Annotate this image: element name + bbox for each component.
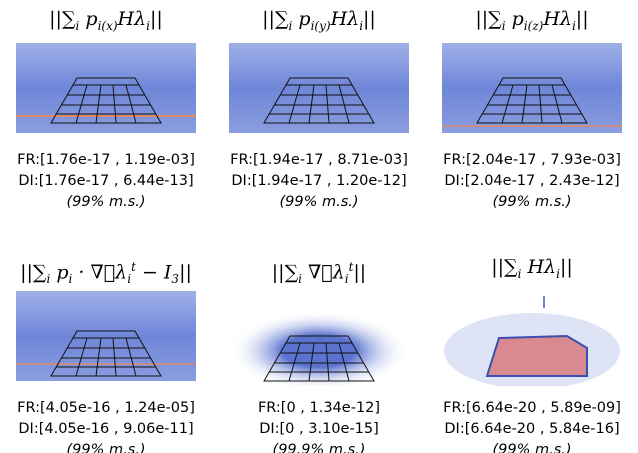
panel: ||∑i ∇⃗λit|| FR:[0 , 1.34e-12]DI:[0 , 3.…	[213, 252, 425, 453]
volume-image	[437, 38, 627, 138]
di-text: DI:[2.04e-17 , 2.43e-12]	[426, 171, 638, 192]
di-text: DI:[0 , 3.10e-15]	[213, 419, 425, 440]
volume-image	[224, 38, 414, 138]
title-part: p	[50, 261, 68, 283]
title-part: i	[127, 272, 131, 286]
title-part: i(x)	[98, 19, 118, 33]
note-text: (99% m.s.)	[213, 192, 425, 213]
panel-title: ||∑i ∇⃗λit||	[213, 252, 425, 282]
title-part: Hλ	[118, 8, 147, 30]
title-part: i(z)	[524, 19, 544, 33]
volume-image	[11, 286, 201, 386]
panel-title: ||∑i Hλi||	[426, 252, 638, 282]
di-text: DI:[1.76e-17 , 6.44e-13]	[0, 171, 212, 192]
panel: ||∑i pi(x)Hλi|| FR:[1.76e-17 , 1.19e-03]…	[0, 4, 212, 213]
title-part: ||	[353, 261, 366, 283]
title-part: ||∑	[49, 8, 75, 30]
title-part: ||	[179, 261, 192, 283]
note-text: (99.9% m.s.)	[213, 440, 425, 453]
title-part: Hλ	[521, 256, 556, 278]
panel-title: ||∑i pi · ∇⃗λit − I3||	[0, 252, 212, 282]
title-part: ||	[363, 8, 376, 30]
title-part: i	[345, 272, 349, 286]
fr-text: FR:[1.76e-17 , 1.19e-03]	[0, 150, 212, 171]
panel: ||∑i pi(z)Hλi|| FR:[2.04e-17 , 7.93e-03]…	[426, 4, 638, 213]
volume-image	[224, 286, 414, 386]
fr-text: FR:[2.04e-17 , 7.93e-03]	[426, 150, 638, 171]
panel-title: ||∑i pi(z)Hλi||	[426, 4, 638, 34]
title-part: ||	[560, 256, 573, 278]
panel: ||∑i pi · ∇⃗λit − I3|| FR:[4.05e-16 , 1.…	[0, 252, 212, 453]
volume-image	[11, 38, 201, 138]
fr-text: FR:[6.64e-20 , 5.89e-09]	[426, 398, 638, 419]
title-part: ∇⃗λ	[302, 261, 345, 283]
panel-title: ||∑i pi(x)Hλi||	[0, 4, 212, 34]
title-part: − I	[136, 261, 172, 283]
title-part: ||	[150, 8, 163, 30]
title-part: ||∑	[272, 261, 298, 283]
title-part: i(y)	[311, 19, 331, 33]
note-text: (99% m.s.)	[0, 192, 212, 213]
title-part: Hλ	[543, 8, 572, 30]
title-part: ||∑	[262, 8, 288, 30]
title-part: ||∑	[20, 261, 46, 283]
title-part: 3	[171, 272, 179, 286]
title-part: · ∇⃗λ	[72, 261, 127, 283]
di-text: DI:[6.64e-20 , 5.84e-16]	[426, 419, 638, 440]
di-text: DI:[4.05e-16 , 9.06e-11]	[0, 419, 212, 440]
fr-text: FR:[4.05e-16 , 1.24e-05]	[0, 398, 212, 419]
di-text: DI:[1.94e-17 , 1.20e-12]	[213, 171, 425, 192]
note-text: (99% m.s.)	[426, 192, 638, 213]
title-part: Hλ	[331, 8, 360, 30]
panel: ||∑i Hλi|| FR:[6.64e-20 , 5.89e-09]DI:[6…	[426, 252, 638, 453]
panel-title: ||∑i pi(y)Hλi||	[213, 4, 425, 34]
fr-text: FR:[1.94e-17 , 8.71e-03]	[213, 150, 425, 171]
panel: ||∑i pi(y)Hλi|| FR:[1.94e-17 , 8.71e-03]…	[213, 4, 425, 213]
note-text: (99% m.s.)	[0, 440, 212, 453]
volume-image	[437, 286, 627, 386]
title-part: ||	[576, 8, 589, 30]
title-part: p	[506, 8, 524, 30]
fr-text: FR:[0 , 1.34e-12]	[213, 398, 425, 419]
title-part: ||∑	[475, 8, 501, 30]
title-part: ||∑	[491, 256, 517, 278]
figure: ||∑i pi(x)Hλi|| FR:[1.76e-17 , 1.19e-03]…	[0, 0, 638, 453]
title-part: p	[79, 8, 97, 30]
note-text: (99% m.s.)	[426, 440, 638, 453]
title-part: p	[292, 8, 310, 30]
